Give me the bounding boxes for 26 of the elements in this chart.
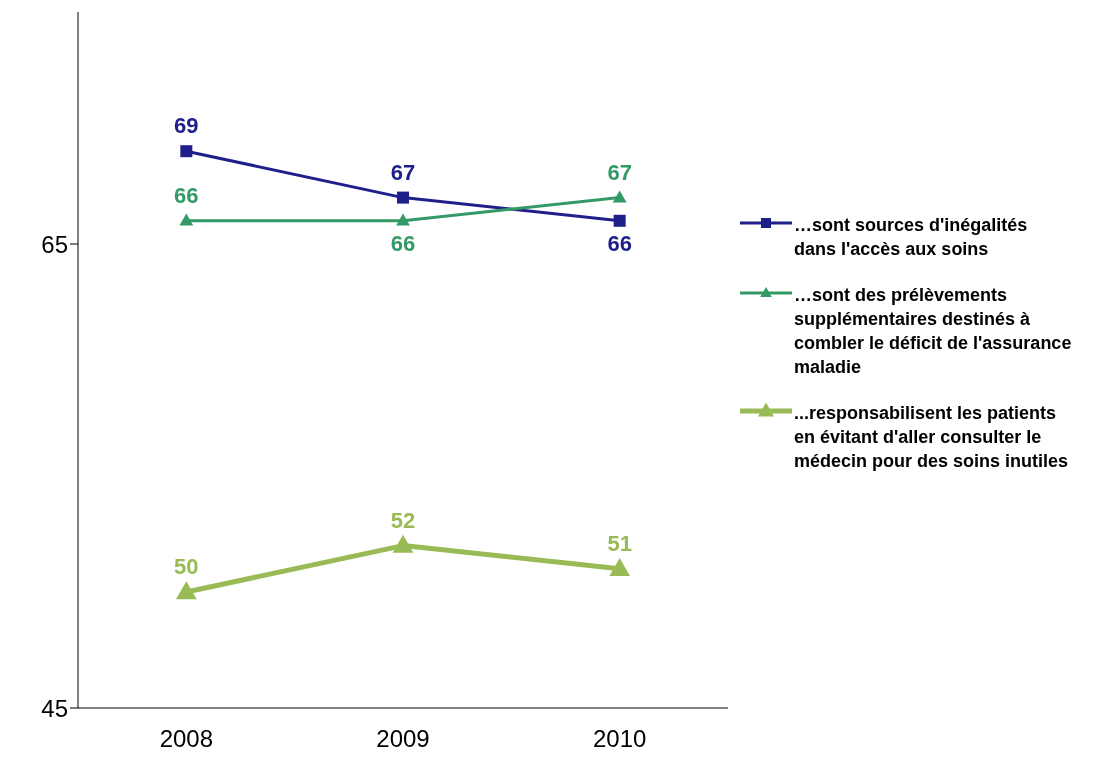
point [609, 558, 631, 576]
point [179, 213, 194, 226]
data-label: 66 [390, 230, 416, 256]
point [392, 534, 414, 553]
point [396, 213, 410, 226]
point [612, 190, 627, 203]
legend-label: …sont sources d'inégalités dans l'accès aux soins [794, 214, 1029, 261]
data-label: 67 [607, 159, 632, 185]
point [180, 145, 193, 158]
y-tick-label: 65 [41, 230, 68, 258]
x-tick-label: 2008 [159, 725, 214, 753]
data-label: 50 [174, 554, 199, 579]
data-label: 66 [174, 182, 199, 208]
legend-label: …sont des prélèvements supplémentaires destinés à combler le déficit de l'assurance maladie [794, 284, 1073, 379]
data-label: 51 [607, 530, 632, 556]
data-label: 69 [174, 113, 199, 139]
legend-label: ...responsabilisent les patients en évitant d'aller consulter le médecin pour des soins inutiles [794, 402, 1070, 473]
point [397, 191, 409, 204]
point [613, 214, 626, 227]
x-tick-label: 2009 [376, 725, 430, 753]
data-label: 52 [390, 507, 416, 533]
y-tick-label: 45 [41, 694, 68, 722]
x-tick-label: 2010 [592, 725, 647, 753]
data-label: 66 [607, 230, 632, 256]
data-label: 67 [390, 159, 416, 185]
point [175, 581, 197, 600]
